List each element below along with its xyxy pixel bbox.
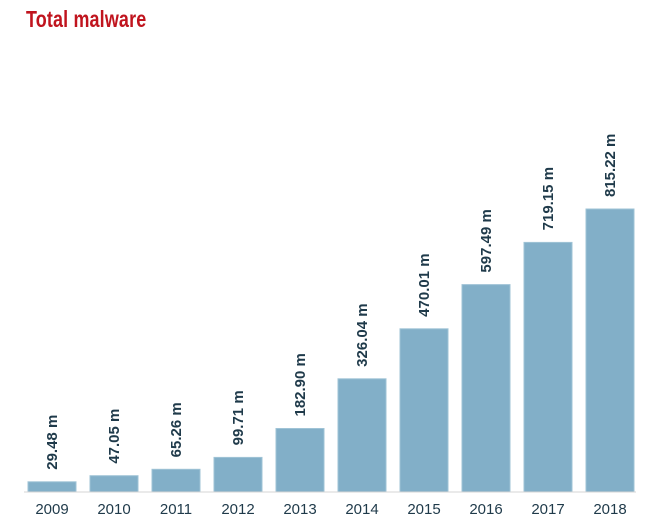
- bar-2009: [27, 481, 77, 493]
- bar-2016: [461, 284, 511, 493]
- value-label-2012: 99.71 m: [230, 390, 247, 445]
- x-tick-label-2014: 2014: [345, 501, 378, 518]
- value-label-2015: 470.01 m: [416, 253, 433, 316]
- chart-title: Total malware: [26, 6, 147, 32]
- bar-2011: [151, 468, 201, 493]
- value-label-2016: 597.49 m: [478, 209, 495, 272]
- x-tick-label-2010: 2010: [97, 501, 130, 518]
- x-tick-label-2015: 2015: [407, 501, 440, 518]
- x-tick-label-2016: 2016: [469, 501, 502, 518]
- bar-2010: [89, 475, 139, 493]
- value-label-2011: 65.26 m: [168, 402, 185, 457]
- bar-2012: [213, 456, 263, 493]
- bar-2014: [337, 378, 387, 493]
- value-label-2017: 719.15 m: [540, 167, 557, 230]
- bar-2017: [523, 241, 573, 493]
- x-tick-label-2018: 2018: [593, 501, 626, 518]
- bars-layer: [27, 208, 635, 493]
- bar-2013: [275, 428, 325, 493]
- x-tick-label-2009: 2009: [35, 501, 68, 518]
- x-tick-label-2011: 2011: [160, 501, 192, 518]
- x-axis-ticks: 2009 2010 2011 2012 2013 2014 2015 2016 2017 2018: [35, 501, 626, 518]
- bar-2018: [585, 208, 635, 493]
- x-tick-label-2017: 2017: [531, 501, 564, 518]
- x-tick-label-2012: 2012: [221, 501, 254, 518]
- value-labels-layer: 29.48 m 47.05 m 65.26 m 99.71 m 182.90 m 326.…: [44, 134, 619, 470]
- value-label-2009: 29.48 m: [44, 415, 61, 470]
- value-label-2013: 182.90 m: [292, 353, 309, 416]
- bar-2015: [399, 328, 449, 493]
- value-label-2018: 815.22 m: [602, 134, 619, 197]
- value-label-2010: 47.05 m: [106, 409, 123, 464]
- value-label-2014: 326.04 m: [354, 303, 371, 366]
- x-tick-label-2013: 2013: [283, 501, 316, 518]
